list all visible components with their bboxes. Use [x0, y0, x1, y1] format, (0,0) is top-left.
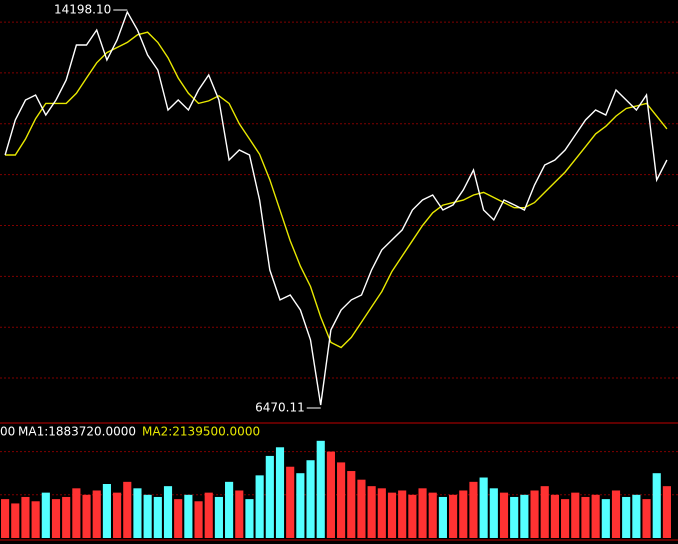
volume-bar — [82, 494, 91, 538]
volume-bar — [561, 499, 570, 538]
volume-bar — [377, 488, 386, 538]
volume-bar — [153, 496, 162, 538]
ma-label: MA1:1883720.0000 — [18, 425, 136, 439]
volume-bar — [92, 490, 101, 538]
volume-bar — [459, 490, 468, 538]
volume-bar — [21, 496, 30, 538]
volume-bar — [530, 490, 539, 538]
volume-bar — [632, 494, 641, 538]
volume-bar — [275, 447, 285, 538]
volume-bar — [143, 494, 152, 538]
volume-bar — [296, 473, 305, 538]
volume-bar — [367, 486, 376, 538]
volume-bar — [418, 488, 427, 538]
volume-bar — [245, 499, 254, 538]
volume-bar — [611, 490, 621, 538]
volume-bar — [520, 494, 529, 538]
volume-bar — [51, 499, 61, 538]
volume-bar — [642, 499, 651, 538]
volume-bar — [113, 492, 122, 538]
volume-bar — [133, 488, 142, 538]
volume-bar — [286, 466, 295, 538]
volume-bar — [449, 494, 458, 538]
volume-bar — [194, 501, 203, 538]
volume-bar — [174, 499, 183, 538]
volume-bar — [163, 486, 173, 538]
volume-bar — [31, 501, 40, 538]
volume-bar — [387, 492, 397, 538]
volume-bar — [652, 473, 661, 538]
volume-bar — [408, 494, 417, 538]
volume-bar — [41, 492, 50, 538]
volume-bar — [102, 484, 111, 538]
volume-bar — [357, 479, 366, 538]
volume-bar — [347, 471, 356, 538]
volume-bar — [306, 460, 315, 538]
volume-bar — [214, 496, 223, 538]
volume-bar — [510, 496, 519, 538]
volume-bar — [499, 492, 509, 538]
volume-bar — [398, 490, 407, 538]
volume-bar — [123, 481, 132, 538]
value-label: 6470.11 — [255, 400, 305, 414]
volume-bar — [225, 481, 234, 538]
volume-bar — [316, 440, 325, 538]
volume-bar — [571, 492, 580, 538]
cut-label: 00 — [0, 425, 15, 439]
volume-bar — [62, 496, 71, 538]
volume-bar — [479, 477, 488, 538]
ma-label: MA2:2139500.0000 — [142, 425, 260, 439]
volume-bar — [235, 490, 244, 538]
volume-bar — [184, 494, 193, 538]
volume-bar — [550, 494, 559, 538]
volume-bar — [469, 481, 478, 538]
volume-bar — [601, 499, 610, 538]
volume-bar — [1, 499, 10, 538]
volume-bar — [326, 451, 335, 538]
volume-bar — [204, 492, 213, 538]
price-line — [4, 10, 668, 406]
volume-bar — [428, 492, 437, 538]
volume-bar — [255, 475, 264, 538]
volume-bar — [581, 496, 590, 538]
volume-bar — [662, 486, 671, 538]
volume-bar — [591, 494, 600, 538]
volume-bar — [11, 503, 20, 538]
volume-bar — [72, 488, 81, 538]
price-line — [5, 31, 668, 349]
volume-bar — [540, 486, 549, 538]
volume-bar — [489, 488, 498, 538]
volume-bar — [622, 496, 631, 538]
volume-bar — [438, 496, 447, 538]
volume-bar — [337, 462, 346, 538]
value-label: 14198.10 — [54, 2, 111, 16]
volume-bar — [265, 455, 274, 538]
